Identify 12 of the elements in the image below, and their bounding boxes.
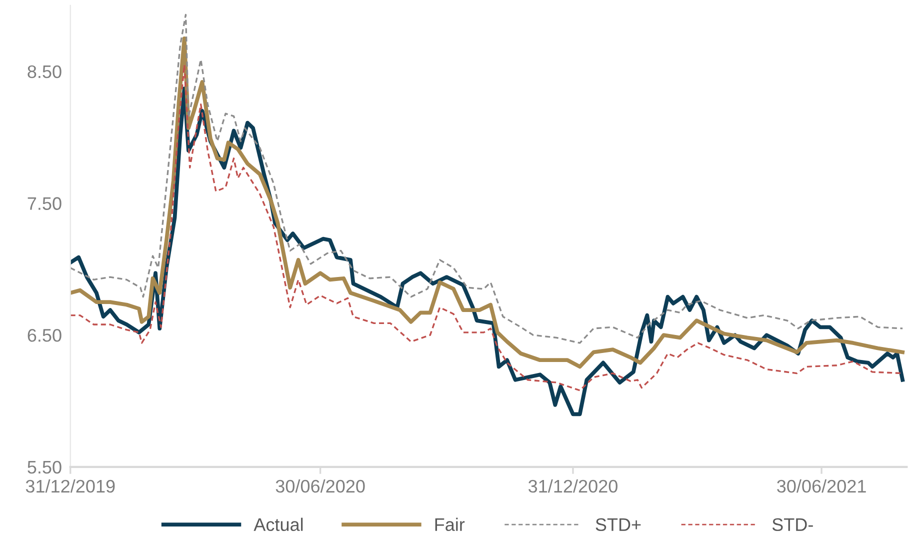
- y-tick-label: 6.50: [28, 328, 62, 342]
- y-tick-label: 5.50: [28, 460, 62, 474]
- x-tick-label: 31/12/2020: [528, 479, 618, 493]
- legend-label: Actual: [254, 518, 303, 532]
- x-tick-label: 31/12/2019: [26, 479, 115, 493]
- y-tick-label: 8.50: [28, 65, 62, 78]
- legend-label: STD-: [772, 518, 813, 532]
- legend-label: Fair: [435, 518, 465, 532]
- x-tick-label: 30/06/2021: [777, 479, 866, 493]
- x-tick-label: 30/06/2020: [276, 479, 365, 493]
- legend-label: STD+: [596, 518, 641, 532]
- y-tick-label: 7.50: [28, 197, 62, 210]
